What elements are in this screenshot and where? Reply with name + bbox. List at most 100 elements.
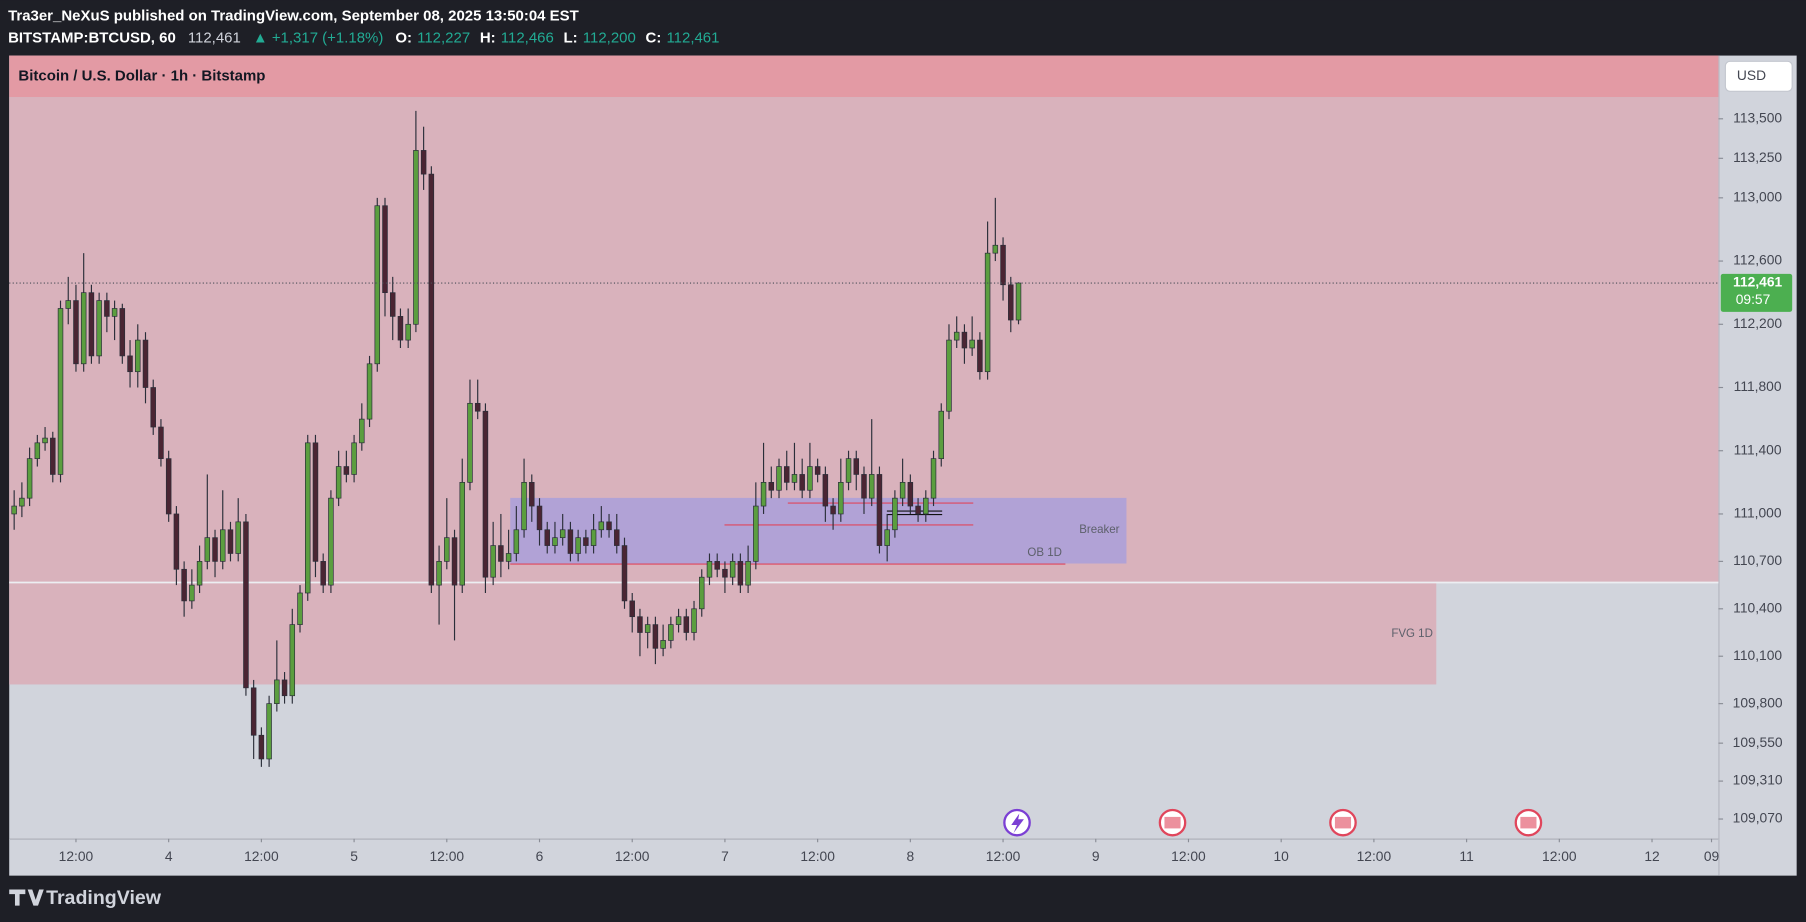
candle-body [1000, 244, 1006, 286]
candle-body [104, 300, 110, 317]
candle-body [266, 703, 272, 760]
candle-body [119, 308, 126, 357]
candle-body [235, 521, 241, 554]
annotation: Breaker [1079, 524, 1119, 536]
price-axis [1718, 55, 1797, 876]
y-tick-label: 110,700 [1733, 552, 1782, 568]
candle-body [776, 466, 782, 491]
candle-body [722, 568, 728, 578]
time-axis [9, 838, 1719, 876]
candle-body [474, 402, 481, 412]
candle-body [127, 355, 133, 373]
countdown: 09:57 [1736, 291, 1771, 307]
candle-body [397, 316, 404, 341]
chart-title: Bitcoin / U.S. Dollar · 1h · Bitstamp [18, 67, 265, 84]
candle-body [953, 331, 960, 341]
candle-body [668, 624, 674, 641]
x-tick-label: 12:00 [244, 848, 279, 864]
candle-body [374, 205, 381, 365]
candle-body [50, 437, 56, 475]
candle-body [165, 458, 172, 515]
candle-body [559, 529, 566, 539]
y-tick-label: 112,200 [1733, 315, 1782, 331]
candle-body [142, 339, 149, 388]
candle-body [853, 458, 860, 475]
last-price-box [1720, 273, 1793, 312]
candle-body [598, 521, 605, 531]
candle-body [428, 173, 435, 586]
symbol-line: BITSTAMP:BTCUSD, 60 112,461 ▲ +1,317 (+1… [8, 26, 719, 47]
fvg-zone [9, 581, 1437, 685]
candle-body [274, 679, 280, 704]
candle-body [923, 497, 929, 515]
high: 112,466 [501, 29, 554, 46]
candle-body [11, 505, 17, 515]
candle-body [250, 687, 257, 736]
event-icons [1003, 808, 1543, 837]
candle-body [335, 466, 342, 499]
candle-body [498, 545, 504, 562]
edge [1796, 55, 1806, 876]
candle-body [845, 458, 852, 483]
candle-body [196, 561, 203, 586]
candle-body [838, 482, 844, 515]
candle-body [351, 442, 357, 475]
close-label: C: [646, 29, 662, 46]
candle-body [575, 537, 581, 554]
candle-body [567, 529, 574, 554]
candle-body [96, 300, 102, 357]
candle-body [699, 576, 705, 610]
candle-body [552, 537, 558, 546]
candle-body [544, 529, 550, 546]
candle-body [969, 339, 975, 349]
candle-body [915, 505, 921, 515]
candle-body [753, 505, 759, 562]
candle-body [822, 474, 829, 507]
candle-body [768, 482, 775, 491]
y-tick-label: 113,500 [1733, 109, 1782, 125]
y-tick-label: 112,600 [1733, 252, 1782, 268]
candle-body [189, 584, 195, 602]
y-tick-label: 113,000 [1733, 188, 1782, 204]
y-tick-label: 111,400 [1734, 441, 1782, 457]
currency-button[interactable] [1724, 60, 1793, 92]
x-tick-label: 5 [350, 848, 358, 864]
close: 112,461 [666, 29, 719, 46]
candle-body [173, 513, 180, 570]
candle-body [281, 679, 288, 697]
currency[interactable]: USD [1737, 67, 1766, 83]
candle-body [691, 608, 697, 633]
x-tick-label: 12:00 [1357, 848, 1392, 864]
candle-body [405, 323, 411, 341]
x-tick-label: 12:00 [986, 848, 1021, 864]
candle-body [977, 339, 983, 373]
candle-body [930, 458, 937, 499]
x-tick-label: 12:00 [430, 848, 465, 864]
candle-body [158, 426, 164, 459]
candle-body [181, 568, 187, 602]
candle-body [111, 308, 118, 317]
candle-body [621, 545, 628, 602]
candle-body [73, 300, 79, 365]
candle-body [204, 537, 211, 562]
candle-body [150, 387, 156, 428]
candle-body [899, 482, 906, 499]
change: ▲ +1,317 (+1.18%) [253, 29, 384, 46]
candle-body [644, 624, 651, 633]
x-tick-label: 09 [1704, 848, 1720, 864]
candle-body [729, 561, 736, 578]
y-tick-label: 113,250 [1733, 149, 1782, 165]
y-tick-label: 109,310 [1733, 772, 1783, 788]
candle-body [389, 292, 396, 317]
candle-body [258, 734, 265, 760]
candle-body [783, 466, 790, 483]
candle-body [907, 482, 914, 507]
candle-body [459, 482, 465, 586]
candle-body [444, 537, 450, 562]
annotation: OB 1D [1027, 547, 1062, 559]
candle-body [652, 624, 659, 649]
candle-body [737, 561, 744, 586]
candle-body [1015, 282, 1022, 321]
y-tick-label: 111,800 [1734, 378, 1782, 394]
candle-body [1008, 284, 1014, 321]
